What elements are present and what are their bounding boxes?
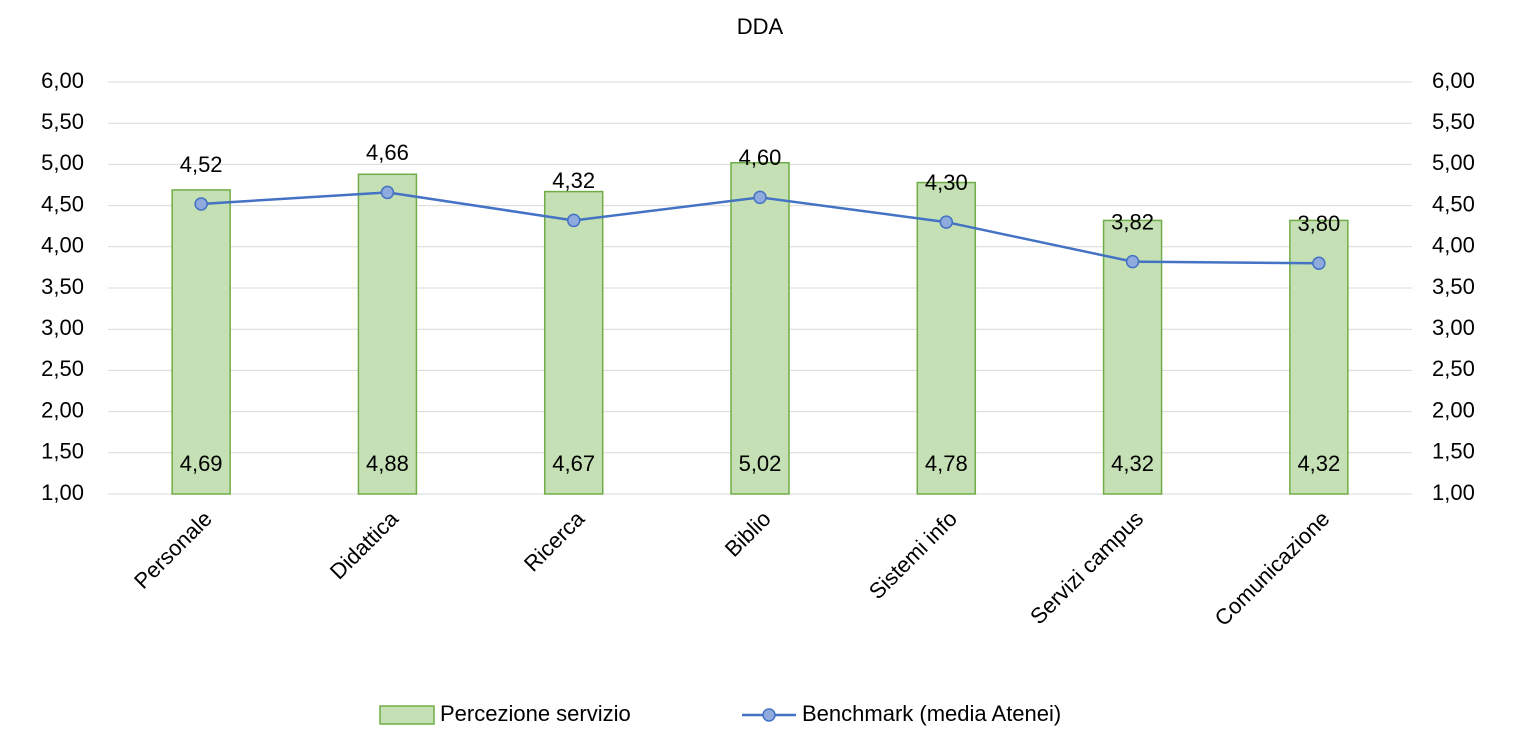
y2-tick-label: 3,00 — [1432, 315, 1475, 340]
bar — [357, 173, 418, 495]
line-value-label: 4,30 — [925, 170, 968, 195]
bar-value-label: 4,67 — [552, 451, 595, 476]
y2-tick-label: 4,00 — [1432, 233, 1475, 258]
y2-tick-label: 5,00 — [1432, 150, 1475, 175]
line-value-label: 4,60 — [739, 145, 782, 170]
y2-tick-label: 2,50 — [1432, 356, 1475, 381]
line-value-label: 4,32 — [552, 168, 595, 193]
bar-value-label: 4,32 — [1297, 451, 1340, 476]
line-value-label: 3,82 — [1111, 209, 1154, 234]
legend-label: Percezione servizio — [440, 701, 631, 726]
y-tick-label: 5,00 — [41, 150, 84, 175]
y2-tick-label: 4,50 — [1432, 191, 1475, 216]
line-marker — [1312, 256, 1326, 271]
bar — [543, 190, 604, 495]
bar-value-label: 4,69 — [180, 451, 223, 476]
y-tick-label: 6,00 — [41, 68, 84, 93]
line-marker — [380, 185, 395, 200]
y-tick-label: 1,00 — [41, 480, 84, 505]
line-marker — [753, 190, 767, 205]
y-tick-label: 3,00 — [41, 315, 84, 340]
y-tick-label: 1,50 — [41, 439, 84, 464]
line-value-label: 3,80 — [1297, 211, 1340, 236]
chart-title: DDA — [737, 14, 784, 39]
line-marker — [939, 215, 954, 229]
legend-swatch — [379, 705, 435, 725]
line-marker — [566, 213, 581, 228]
bar-value-label: 4,88 — [366, 451, 409, 476]
y2-tick-label: 1,00 — [1432, 480, 1475, 505]
bar-value-label: 4,78 — [925, 451, 968, 476]
line-marker — [1125, 254, 1140, 269]
line-value-label: 4,66 — [366, 140, 409, 165]
y-tick-label: 4,00 — [41, 233, 84, 258]
y-tick-label: 2,00 — [41, 397, 84, 422]
y-tick-label: 4,50 — [41, 191, 84, 216]
y2-tick-label: 3,50 — [1432, 274, 1475, 299]
bar — [916, 181, 977, 495]
legend-marker — [762, 708, 776, 722]
bar — [730, 162, 790, 495]
bar-value-label: 4,32 — [1111, 451, 1154, 476]
y2-tick-label: 5,50 — [1432, 109, 1475, 134]
line-marker — [194, 197, 208, 211]
y2-tick-label: 2,00 — [1432, 397, 1475, 422]
y-tick-label: 5,50 — [41, 109, 84, 134]
y2-tick-label: 6,00 — [1432, 68, 1475, 93]
line-value-label: 4,52 — [180, 152, 223, 177]
y-tick-label: 2,50 — [41, 356, 84, 381]
y2-tick-label: 1,50 — [1432, 439, 1475, 464]
bar — [171, 189, 231, 495]
legend-label: Benchmark (media Atenei) — [802, 701, 1061, 726]
y-tick-label: 3,50 — [41, 274, 84, 299]
bar-value-label: 5,02 — [739, 451, 782, 476]
